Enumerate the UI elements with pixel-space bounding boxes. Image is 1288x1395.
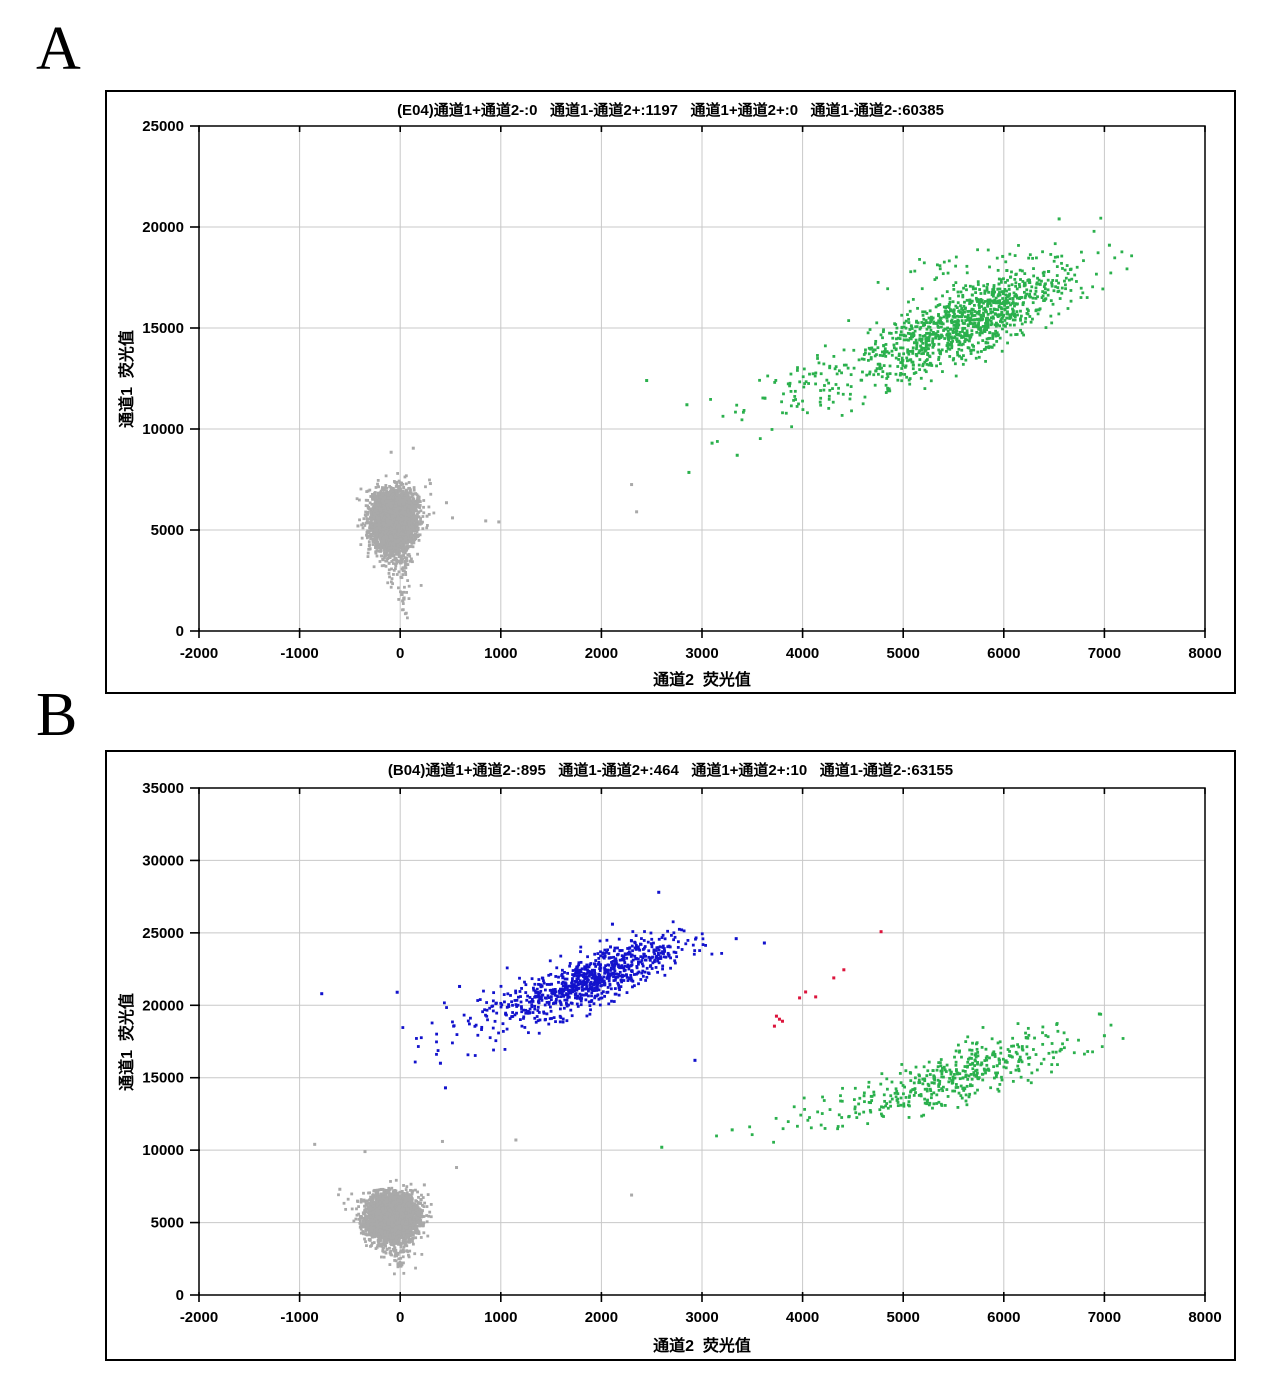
cluster-ch2-positive-green [645, 216, 1134, 474]
y-tick-label: 15000 [142, 1070, 184, 1087]
gridlines [199, 788, 1205, 1295]
x-axis-label-a: 通道2 荧光值 [653, 672, 751, 689]
y-axis-label-b: 通道1 荧光值 [119, 993, 136, 1091]
chart-title-b: (B04)通道1+通道2-:895 通道1-通道2+:464 通道1+通道2+:… [387, 762, 954, 779]
x-tick-label: 2000 [585, 645, 618, 662]
x-tick-label: 1000 [484, 645, 517, 662]
x-tick-label: -1000 [280, 645, 318, 662]
x-tick-label: 1000 [484, 1309, 517, 1326]
x-tick-label: -2000 [180, 645, 218, 662]
tick-labels: -2000 -1000 0 1000 2000 3000 4000 5000 6000 7000 8… [142, 780, 1221, 1326]
x-tick-label: 8000 [1188, 645, 1221, 662]
gridlines [199, 126, 1205, 631]
scatter-chart-b: -2000 -1000 0 1000 2000 3000 4000 5000 6000 7000 8… [142, 780, 1221, 1326]
x-tick-label: 4000 [786, 1309, 819, 1326]
x-tick-label: 6000 [987, 1309, 1020, 1326]
y-tick-label: 10000 [142, 1142, 184, 1159]
x-tick-label: 4000 [786, 645, 819, 662]
y-tick-label: 0 [176, 623, 184, 640]
x-tick-label: -2000 [180, 1309, 218, 1326]
panel-label-b: B [36, 681, 78, 749]
y-tick-label: 20000 [142, 219, 184, 236]
x-tick-label: 8000 [1188, 1309, 1221, 1326]
x-tick-label: -1000 [280, 1309, 318, 1326]
x-tick-label: 7000 [1088, 1309, 1121, 1326]
cluster-ch1-positive-blue [320, 890, 766, 1090]
x-tick-label: 3000 [685, 645, 718, 662]
scatter-chart-a: -2000 -1000 0 1000 2000 3000 4000 5000 6000 7000 8… [142, 118, 1221, 662]
x-tick-label: 0 [396, 1309, 404, 1326]
y-tick-label: 5000 [151, 1215, 184, 1232]
x-axis-label-b: 通道2 荧光值 [653, 1338, 751, 1355]
scatter-panel-a: -2000 -1000 0 1000 2000 3000 4000 5000 6000 7000 8… [105, 90, 1236, 694]
x-tick-label: 0 [396, 645, 404, 662]
x-tick-label: 3000 [685, 1309, 718, 1326]
y-axis-label-a: 通道1 荧光值 [119, 330, 136, 428]
axis-ticks [190, 787, 1206, 1302]
y-tick-label: 25000 [142, 118, 184, 135]
panel-label-a: A [36, 15, 81, 83]
cluster-double-negative-gray [313, 1138, 634, 1276]
cluster-double-negative-gray [355, 446, 639, 620]
y-tick-label: 15000 [142, 320, 184, 337]
x-tick-label: 5000 [887, 645, 920, 662]
y-tick-label: 35000 [142, 780, 184, 797]
tick-labels: -2000 -1000 0 1000 2000 3000 4000 5000 6000 7000 8… [142, 118, 1221, 662]
y-tick-label: 10000 [142, 421, 184, 438]
y-tick-label: 20000 [142, 997, 184, 1014]
chart-title-a: (E04)通道1+通道2-:0 通道1-通道2+:1197 通道1+通道2+:0… [397, 102, 944, 119]
y-tick-label: 0 [176, 1287, 184, 1304]
x-tick-label: 6000 [987, 645, 1020, 662]
y-tick-label: 5000 [151, 522, 184, 539]
x-tick-label: 2000 [585, 1309, 618, 1326]
scatter-panel-b: -2000 -1000 0 1000 2000 3000 4000 5000 6000 7000 8… [105, 750, 1236, 1361]
axis-ticks [190, 125, 1206, 638]
cluster-double-positive-red [772, 930, 883, 1028]
x-tick-label: 5000 [887, 1309, 920, 1326]
y-tick-label: 30000 [142, 852, 184, 869]
x-tick-label: 7000 [1088, 645, 1121, 662]
y-tick-label: 25000 [142, 925, 184, 942]
cluster-ch2-positive-green [660, 1012, 1125, 1149]
